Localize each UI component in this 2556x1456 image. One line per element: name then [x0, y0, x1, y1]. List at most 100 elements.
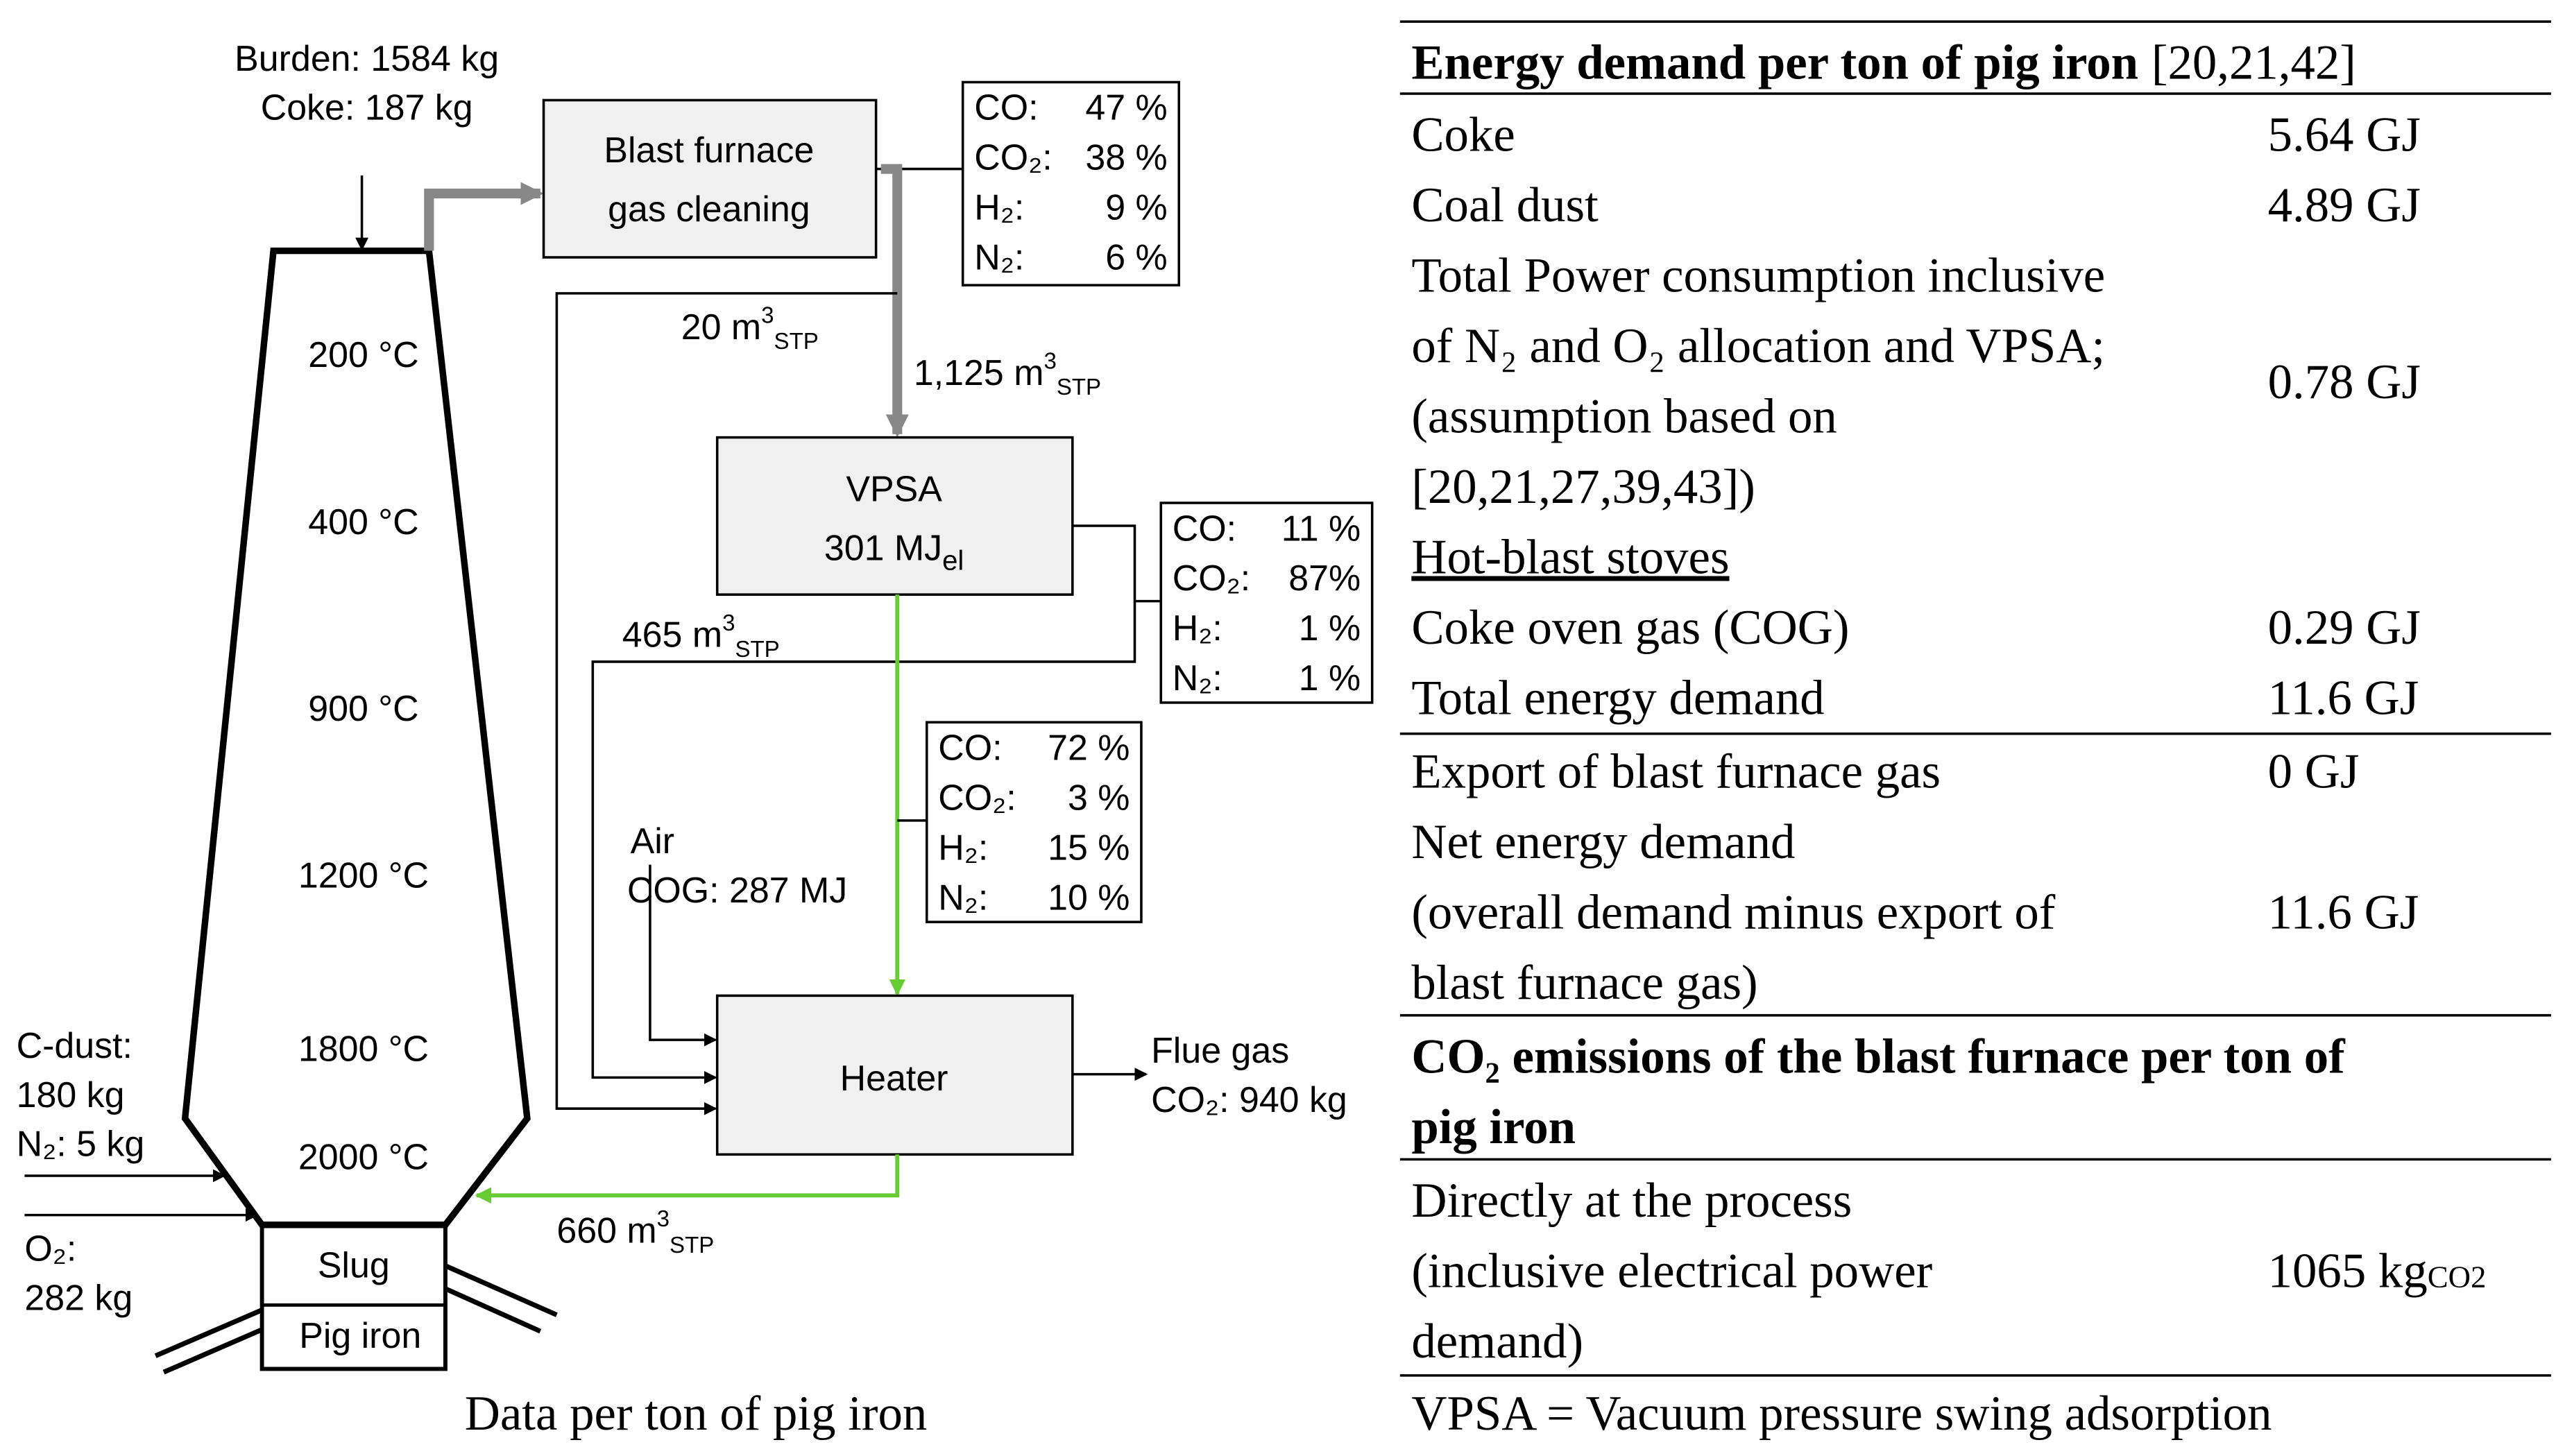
reference: [20,21,42]: [2152, 36, 2356, 90]
temperature: 1200 °C: [298, 856, 429, 896]
gas-name: N₂:: [938, 877, 988, 918]
temperature: 2000 °C: [298, 1138, 429, 1178]
gas-name: CO₂:: [974, 138, 1052, 178]
flow-label: 660 m3STP: [556, 1206, 714, 1258]
flow-label: 1,125 m3STP: [914, 348, 1101, 400]
superscript: 3: [761, 302, 774, 328]
flow-label: 20 m3STP: [681, 302, 819, 354]
row-label: Coal dust: [1411, 178, 1599, 232]
row-label: (overall demand minus export of: [1411, 886, 2055, 940]
value: 4.89 GJ: [2268, 178, 2421, 232]
box-label: 301 MJel: [824, 529, 964, 576]
row-label: demand): [1411, 1314, 1583, 1369]
row-label: Coke oven gas (COG): [1411, 601, 1849, 655]
input-label: C-dust:: [17, 1026, 133, 1066]
row-value: 0.29 GJ: [2268, 601, 2421, 655]
row-label: Export of blast furnace gas: [1411, 745, 1941, 799]
value: 11.6 GJ: [2268, 886, 2419, 940]
value: 0.29 GJ: [2268, 601, 2421, 655]
superscript: 3: [722, 610, 735, 636]
gas-name: CO:: [938, 728, 1002, 769]
box-label: VPSA: [846, 470, 942, 510]
air-label: Air: [631, 821, 674, 862]
gas-name: H₂:: [974, 188, 1024, 228]
subheading: Hot-blast stoves: [1411, 530, 1729, 584]
gas-share: 9 %: [1105, 188, 1167, 228]
gas-name: H₂:: [1173, 608, 1222, 649]
subscript: STP: [1057, 375, 1101, 400]
value: 11.6 GJ: [2268, 671, 2419, 725]
gas-share: 10 %: [1048, 877, 1130, 918]
row-value: 0 GJ: [2268, 745, 2360, 799]
row-value: 4.89 GJ: [2268, 178, 2421, 232]
footnote: VPSA = Vacuum pressure swing adsorption: [1411, 1387, 2272, 1441]
amount: 660 m: [556, 1211, 656, 1251]
input-label: Burden: 1584 kg: [235, 39, 499, 79]
value: 1065 kg: [2268, 1244, 2428, 1298]
gas-share: 38 %: [1085, 138, 1167, 178]
gas-share: 6 %: [1105, 238, 1167, 278]
energy: 301 MJ: [824, 529, 942, 569]
row-label: of N₂ and O₂ allocation and VPSA;: [1411, 319, 2105, 373]
title: Energy demand per ton of pig iron: [1411, 36, 2138, 90]
gas-share: 15 %: [1048, 828, 1130, 868]
gas-share: 1 %: [1299, 608, 1361, 649]
row-label: Total energy demand: [1411, 671, 1824, 725]
input-label: 282 kg: [24, 1278, 133, 1318]
gas-name: CO₂:: [1173, 558, 1250, 599]
superscript: 3: [657, 1206, 670, 1232]
value: 5.64 GJ: [2268, 108, 2421, 162]
diagram-shapes: [24, 20, 2551, 1377]
gas-name: H₂:: [938, 828, 988, 868]
box-label: Blast furnace: [604, 130, 814, 171]
row-value: 11.6 GJ: [2268, 886, 2419, 940]
table-title: Energy demand per ton of pig iron [20,21,…: [1411, 36, 2355, 90]
input-label: O₂:: [24, 1229, 76, 1269]
gas-share: 1 %: [1299, 658, 1361, 699]
gas-share: 11 %: [1281, 508, 1361, 549]
box-label: gas cleaning: [608, 189, 810, 230]
subscript: STP: [735, 637, 779, 662]
gas-share: 47 %: [1085, 88, 1167, 128]
row-value: 0.78 GJ: [2268, 355, 2421, 409]
gas-name: CO:: [974, 88, 1038, 128]
row-label: (assumption based on: [1411, 390, 1837, 444]
temperature: 200 °C: [308, 335, 418, 375]
pig-iron-label: Pig iron: [299, 1316, 421, 1356]
value: 0.78 GJ: [2268, 355, 2421, 409]
amount: 465 m: [622, 615, 722, 656]
flue-label: CO₂: 940 kg: [1151, 1080, 1347, 1120]
row-value: 5.64 GJ: [2268, 108, 2421, 162]
row-label: Coke: [1411, 108, 1515, 162]
subscript: STP: [670, 1233, 714, 1258]
input-label: N₂: 5 kg: [17, 1124, 145, 1165]
flue-label: Flue gas: [1151, 1031, 1289, 1071]
row-label: Directly at the process: [1411, 1174, 1852, 1228]
slug-label: Slug: [318, 1245, 390, 1285]
box-label: Heater: [840, 1059, 948, 1099]
input-label: Coke: 187 kg: [261, 88, 473, 128]
caption: Data per ton of pig iron: [465, 1387, 927, 1441]
row-label: [20,21,27,39,43]): [1411, 460, 1755, 514]
row-label: Total Power consumption inclusive: [1411, 249, 2105, 303]
input-label: 180 kg: [17, 1075, 125, 1115]
flow-label: 465 m3STP: [622, 610, 780, 662]
value: 0 GJ: [2268, 745, 2360, 799]
row-label: Net energy demand: [1411, 815, 1795, 869]
gas-name: N₂:: [1173, 658, 1222, 699]
row-label: (inclusive electrical power: [1411, 1244, 1932, 1298]
subscript: el: [942, 545, 964, 576]
gas-name: CO:: [1173, 508, 1236, 549]
temperature: 900 °C: [308, 689, 418, 729]
cog-label: COG: 287 MJ: [627, 871, 847, 911]
temperature: 1800 °C: [298, 1029, 429, 1070]
value-unit: CO2: [2428, 1259, 2487, 1294]
section-heading: pig iron: [1411, 1100, 1576, 1154]
gas-share: 3 %: [1068, 778, 1130, 819]
row-label: blast furnace gas): [1411, 956, 1757, 1010]
amount: 1,125 m: [914, 353, 1044, 393]
subscript: STP: [774, 329, 819, 354]
row-value: 11.6 GJ: [2268, 671, 2419, 725]
